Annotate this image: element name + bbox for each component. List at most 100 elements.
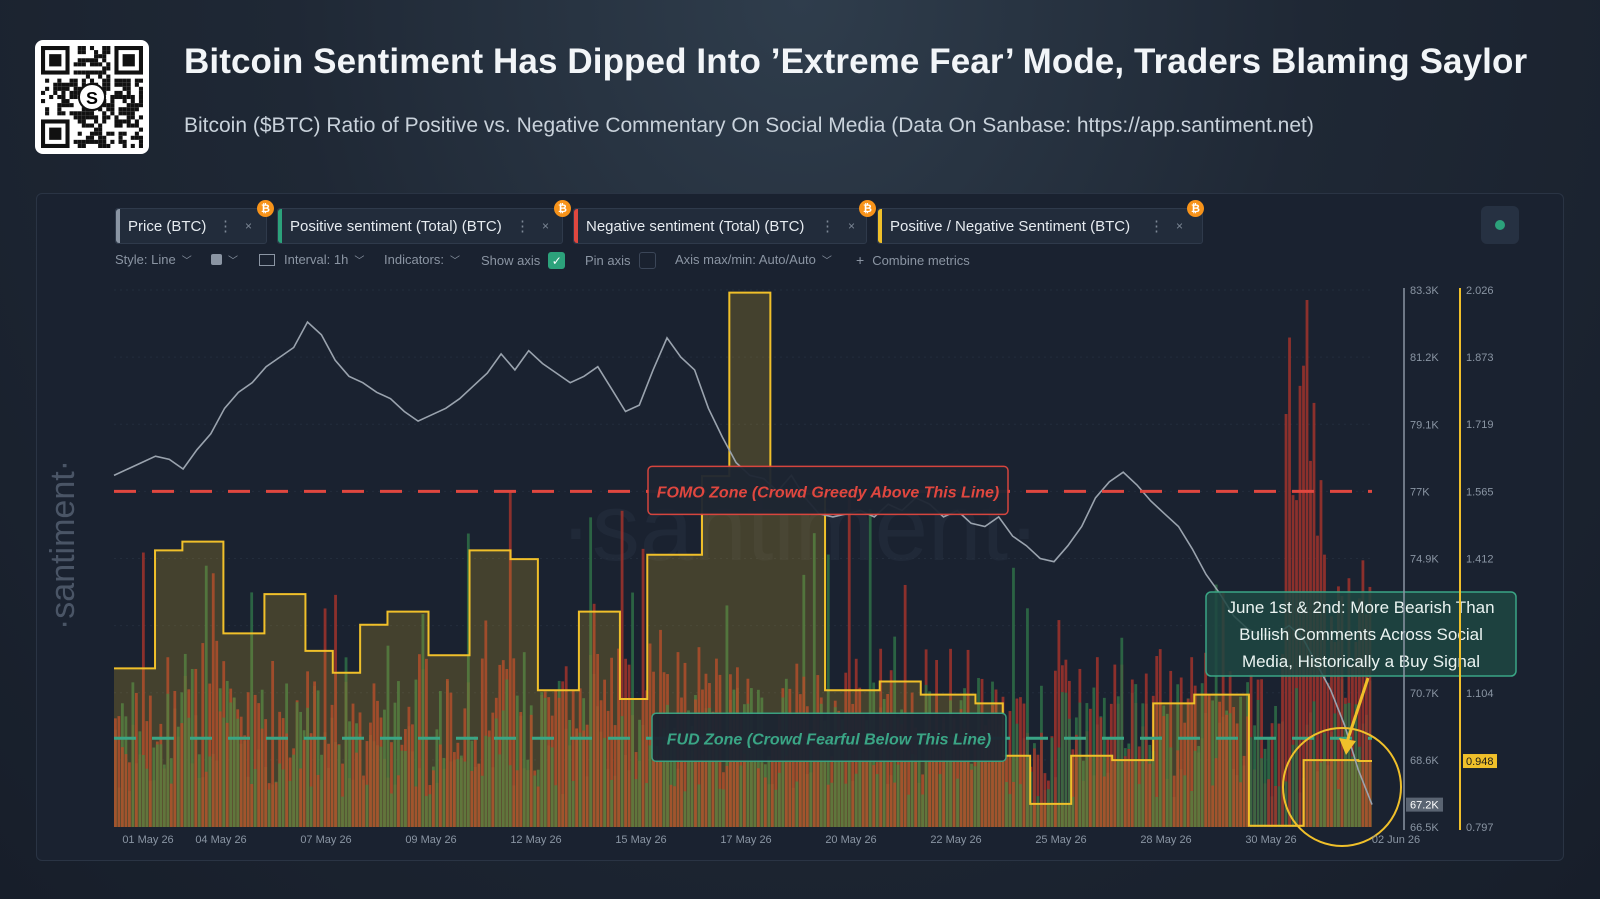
negative-sentiment-bar	[299, 768, 303, 827]
checkbox-checked-icon[interactable]: ✓	[548, 252, 566, 269]
qr-module	[77, 131, 82, 136]
qr-module	[61, 86, 66, 91]
tab-color-bar	[116, 209, 120, 243]
negative-sentiment-bar	[1162, 716, 1166, 827]
tab-menu-icon[interactable]: ⋮	[515, 218, 530, 235]
positive-sentiment-bar	[683, 791, 687, 827]
qr-module	[89, 115, 95, 120]
negative-sentiment-bar	[519, 712, 523, 827]
qr-finder-pattern	[122, 54, 135, 67]
qr-module	[98, 131, 103, 136]
positive-sentiment-bar	[543, 697, 547, 827]
positive-sentiment-bar	[250, 592, 254, 827]
interval-select[interactable]: Interval: 1h ﹀	[259, 252, 364, 267]
qr-module	[77, 143, 82, 148]
qr-module	[41, 99, 46, 104]
positive-sentiment-bar	[1092, 687, 1096, 827]
tab-menu-icon[interactable]: ⋮	[1149, 218, 1164, 235]
positive-sentiment-bar	[155, 744, 159, 827]
indicators-select[interactable]: Indicators: ﹀	[384, 252, 460, 267]
x-tick-label: 07 May 26	[300, 834, 351, 846]
x-tick-label: 15 May 26	[615, 834, 666, 846]
negative-sentiment-bar	[1113, 664, 1117, 827]
qr-module	[102, 46, 107, 51]
color-select[interactable]: ﹀	[211, 252, 238, 267]
pin-axis-toggle[interactable]: Pin axis	[585, 252, 656, 269]
positive-sentiment-bar	[365, 784, 369, 827]
positive-sentiment-bar	[1036, 796, 1040, 827]
positive-sentiment-bar	[183, 653, 187, 827]
page-title: Bitcoin Sentiment Has Dipped Into ’Extre…	[184, 42, 1528, 81]
tab-negative-sentiment[interactable]: Negative sentiment (Total) (BTC) ⋮ × ₿	[573, 200, 876, 244]
bitcoin-icon: ₿	[554, 200, 571, 217]
tab-price-btc[interactable]: Price (BTC) ⋮ × ₿	[115, 200, 274, 244]
negative-sentiment-bar	[648, 643, 652, 827]
combine-metrics-button[interactable]: + Combine metrics	[856, 252, 970, 268]
close-icon[interactable]: ×	[1176, 219, 1184, 233]
tab-positive-sentiment[interactable]: Positive sentiment (Total) (BTC) ⋮ × ₿	[277, 200, 571, 244]
negative-sentiment-bar	[473, 736, 477, 827]
positive-sentiment-bar	[393, 702, 397, 827]
positive-sentiment-bar	[554, 785, 558, 827]
negative-sentiment-bar	[260, 728, 264, 827]
qr-module	[89, 135, 95, 140]
ratio-tick-label: 2.026	[1466, 285, 1494, 297]
qr-module	[98, 74, 103, 79]
negative-sentiment-bar	[1347, 578, 1351, 827]
positive-sentiment-bar	[1005, 782, 1008, 827]
negative-sentiment-bar	[963, 728, 966, 827]
qr-module	[106, 107, 111, 112]
positive-sentiment-bar	[341, 796, 344, 827]
close-icon[interactable]: ×	[542, 219, 550, 233]
positive-sentiment-bar	[386, 645, 390, 827]
negative-sentiment-bar	[893, 782, 897, 827]
tab-menu-icon[interactable]: ⋮	[218, 218, 233, 235]
price-tick-label: 70.7K	[1410, 688, 1439, 700]
show-axis-toggle[interactable]: Show axis ✓	[481, 252, 566, 269]
checkbox-unchecked-icon[interactable]	[638, 252, 656, 269]
positive-sentiment-bar	[1137, 784, 1141, 827]
qr-module	[69, 103, 74, 108]
style-label: Style: Line	[115, 252, 176, 267]
positive-sentiment-bar	[379, 746, 383, 827]
positive-sentiment-bar	[767, 756, 771, 827]
close-icon[interactable]: ×	[245, 219, 253, 233]
tab-positive-negative-ratio[interactable]: Positive / Negative Sentiment (BTC) ⋮ × …	[877, 200, 1204, 244]
negative-sentiment-bar	[991, 705, 994, 827]
qr-module	[73, 90, 78, 95]
x-tick-label: 01 May 26	[122, 834, 173, 846]
qr-module	[106, 103, 111, 108]
negative-sentiment-bar	[1358, 598, 1361, 827]
negative-sentiment-bar	[777, 715, 781, 827]
positive-sentiment-bar	[1211, 700, 1215, 827]
axis-minmax-select[interactable]: Axis max/min: Auto/Auto ﹀	[675, 252, 832, 267]
negative-sentiment-bar	[512, 658, 516, 827]
positive-sentiment-bar	[718, 788, 722, 827]
positive-sentiment-bar	[1190, 790, 1194, 827]
qr-module	[89, 58, 95, 63]
qr-module	[81, 123, 86, 128]
positive-sentiment-bar	[1323, 732, 1326, 827]
tab-color-bar	[278, 209, 282, 243]
negative-sentiment-bar	[645, 690, 648, 827]
style-select[interactable]: Style: Line ﹀	[115, 252, 192, 267]
positive-sentiment-bar	[715, 746, 718, 827]
price-tick-label: 74.9K	[1410, 554, 1439, 566]
positive-sentiment-bar	[882, 699, 886, 827]
annotation-box	[1205, 591, 1517, 677]
positive-sentiment-bar	[162, 764, 166, 827]
negative-sentiment-bar	[847, 498, 851, 827]
positive-sentiment-bar	[229, 702, 233, 827]
qr-module	[126, 115, 131, 120]
negative-sentiment-bar	[694, 699, 697, 827]
live-status-button[interactable]	[1481, 206, 1519, 244]
price-axis: 83.3K 81.2K 79.1K 77K 74.9K 70.7K 68.6K 66.5K 67…	[1403, 285, 1443, 834]
negative-sentiment-bar	[942, 716, 945, 827]
positive-sentiment-bar	[487, 736, 491, 827]
negative-sentiment-bar	[1019, 697, 1022, 827]
positive-sentiment-bar	[875, 774, 879, 827]
negative-sentiment-bar	[1340, 596, 1344, 827]
close-icon[interactable]: ×	[848, 219, 856, 233]
negative-sentiment-bar	[1281, 654, 1284, 827]
tab-menu-icon[interactable]: ⋮	[820, 218, 835, 235]
